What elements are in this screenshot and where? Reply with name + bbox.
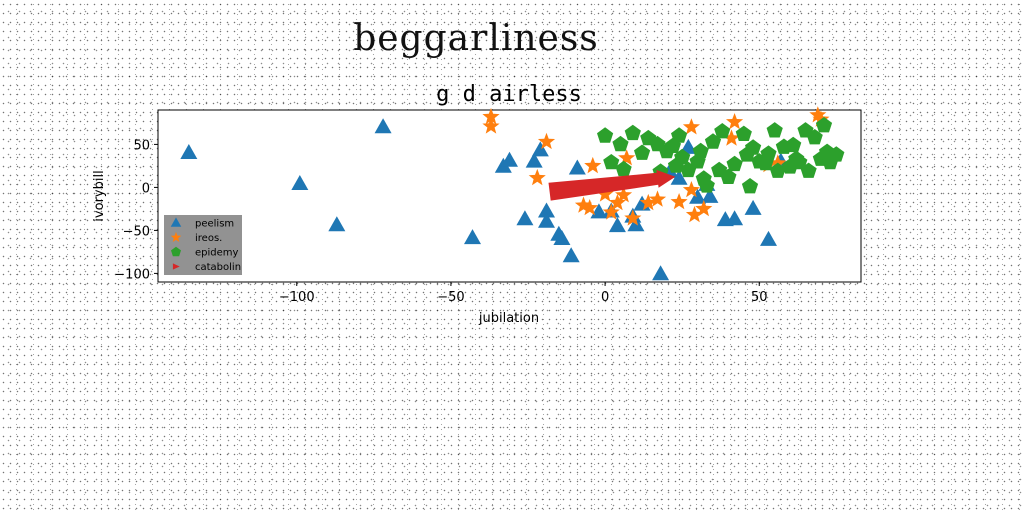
data-point-s2-13 — [674, 148, 691, 165]
y-tick-label-0: 50 — [133, 138, 150, 153]
data-point-s0-8 — [525, 152, 543, 168]
data-point-s1-24 — [809, 106, 827, 123]
data-point-s0-22 — [652, 265, 670, 281]
data-point-s1-3 — [537, 132, 556, 150]
data-point-s0-13 — [553, 230, 571, 245]
legend-marker-1 — [170, 231, 182, 242]
data-point-s0-31 — [744, 199, 762, 215]
data-point-s1-15 — [670, 193, 688, 210]
x-tick-label-0: −100 — [279, 290, 315, 305]
data-arrow-catabolin — [548, 169, 676, 201]
legend-marker-0 — [170, 217, 182, 227]
data-point-s1-2 — [528, 168, 546, 186]
data-point-s1-25 — [812, 110, 830, 127]
data-point-s1-10 — [615, 186, 633, 203]
data-point-s0-26 — [689, 188, 707, 204]
data-point-s1-18 — [685, 205, 704, 223]
data-point-s2-30 — [760, 145, 777, 161]
data-point-s1-12 — [624, 209, 642, 226]
data-point-s2-3 — [615, 160, 632, 177]
data-point-s0-18 — [608, 217, 626, 233]
data-point-s2-26 — [741, 178, 759, 194]
data-point-s0-10 — [538, 202, 555, 218]
data-point-s2-35 — [785, 136, 802, 153]
data-point-s0-15 — [568, 159, 586, 175]
legend-marker-2 — [171, 246, 181, 257]
data-point-s0-6 — [501, 151, 518, 167]
data-point-s2-45 — [828, 146, 845, 162]
data-point-s1-17 — [682, 118, 700, 135]
data-point-s1-19 — [695, 199, 713, 217]
data-point-s2-24 — [735, 125, 752, 141]
data-point-s2-22 — [720, 168, 737, 184]
x-tick-label-2: 0 — [601, 290, 609, 305]
data-point-s2-37 — [791, 154, 808, 170]
data-point-s0-25 — [679, 138, 697, 154]
data-point-s0-3 — [374, 118, 392, 134]
data-point-s2-1 — [603, 154, 620, 170]
chart-title: g d airless — [436, 82, 582, 107]
data-point-s0-0 — [180, 144, 198, 159]
y-tick-label-1: 0 — [142, 181, 150, 196]
y-axis-label: ivorybill — [92, 170, 107, 221]
data-point-s1-1 — [482, 117, 500, 134]
data-point-s1-14 — [648, 190, 667, 207]
data-point-s2-42 — [815, 117, 833, 133]
data-point-s1-5 — [581, 199, 599, 216]
plot-area — [157, 109, 862, 283]
data-point-s1-7 — [596, 185, 614, 202]
data-point-s0-2 — [328, 216, 346, 232]
data-point-s0-28 — [701, 187, 719, 203]
x-axis-label: jubilation — [478, 311, 539, 326]
legend-label-3: catabolin — [195, 262, 241, 273]
data-marks — [180, 106, 845, 281]
legend: peelism ireos. epidemy catabolin — [164, 215, 242, 275]
y-tick-label-2: −50 — [123, 224, 150, 239]
legend-label-2: epidemy — [195, 248, 239, 259]
data-point-s2-32 — [769, 162, 786, 178]
data-point-s1-4 — [574, 196, 593, 213]
data-point-s0-9 — [531, 141, 549, 157]
data-point-s1-20 — [722, 129, 741, 146]
data-point-s1-6 — [584, 156, 602, 174]
data-point-s2-40 — [806, 129, 823, 145]
data-point-s1-13 — [639, 193, 657, 211]
axes: −100 −50 0 50 50 0 −50 −100 — [114, 138, 767, 305]
data-point-s2-31 — [766, 122, 783, 138]
x-tick-label-3: 50 — [751, 290, 768, 305]
data-point-s2-18 — [698, 177, 715, 193]
data-point-s0-1 — [291, 174, 309, 190]
data-point-s2-5 — [634, 144, 651, 160]
data-point-s0-4 — [464, 229, 481, 245]
data-point-s0-32 — [760, 230, 777, 246]
data-point-s1-9 — [608, 193, 626, 211]
data-point-s1-0 — [482, 107, 500, 125]
data-point-s2-0 — [597, 127, 614, 143]
data-point-s2-39 — [800, 162, 817, 178]
legend-label-1: ireos. — [195, 233, 222, 244]
data-point-s2-16 — [692, 142, 709, 159]
legend-label-0: peelism — [195, 219, 234, 230]
data-point-s2-21 — [714, 123, 731, 139]
data-point-s1-16 — [682, 181, 700, 198]
data-point-s0-14 — [562, 247, 580, 263]
data-point-s0-11 — [538, 212, 555, 228]
data-point-s0-7 — [516, 210, 534, 226]
data-point-s1-21 — [726, 113, 744, 130]
figure-suptitle: beggarliness — [353, 18, 599, 59]
data-point-s1-8 — [602, 203, 620, 220]
data-point-s1-23 — [769, 154, 787, 171]
data-point-s2-12 — [671, 127, 688, 143]
legend-marker-3 — [172, 263, 180, 270]
data-point-s0-24 — [670, 169, 688, 185]
data-point-s1-11 — [618, 149, 636, 166]
data-point-s2-27 — [745, 139, 762, 155]
data-point-s2-23 — [726, 155, 743, 172]
x-tick-label-1: −50 — [437, 290, 464, 305]
y-tick-label-3: −100 — [114, 267, 150, 282]
data-point-s0-30 — [726, 210, 744, 226]
data-point-s2-2 — [612, 135, 629, 152]
data-point-s2-4 — [624, 124, 641, 141]
